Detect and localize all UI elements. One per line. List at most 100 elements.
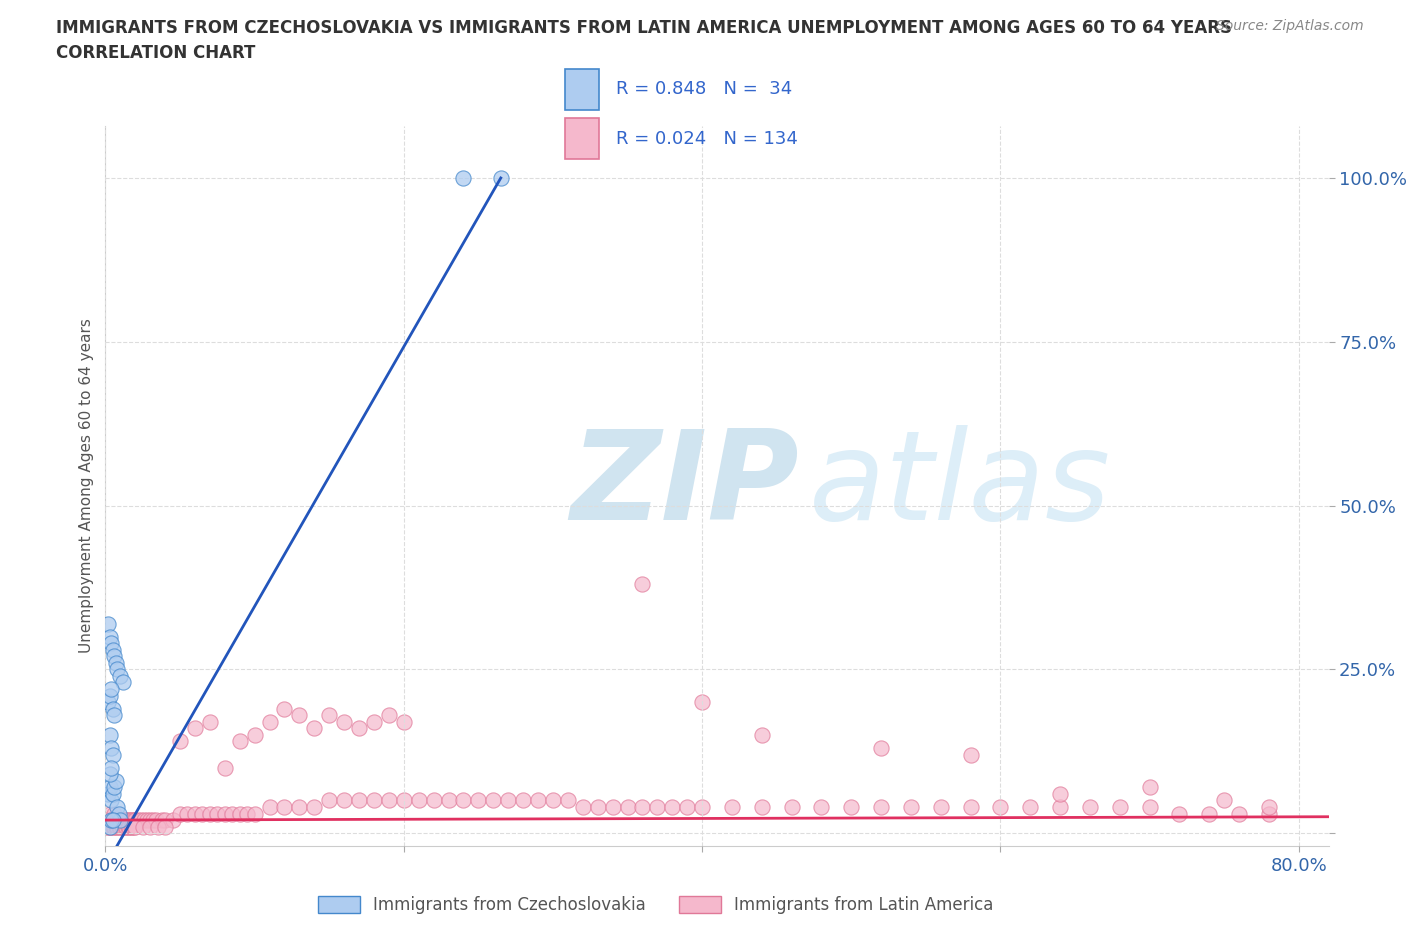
Text: atlas: atlas — [808, 425, 1111, 547]
Text: R = 0.024   N = 134: R = 0.024 N = 134 — [616, 129, 797, 148]
Point — [243, 806, 266, 821]
Point — [108, 813, 131, 828]
Point — [127, 813, 149, 828]
Point — [112, 813, 135, 828]
Point — [100, 813, 122, 828]
Point — [363, 793, 385, 808]
Point — [104, 819, 127, 834]
Point — [101, 813, 124, 828]
Point — [169, 734, 191, 749]
Point — [1049, 787, 1071, 802]
Point — [1108, 800, 1130, 815]
Text: CORRELATION CHART: CORRELATION CHART — [56, 44, 256, 61]
Point — [572, 800, 595, 815]
Point — [112, 819, 135, 834]
Point — [120, 819, 142, 834]
Point — [288, 708, 311, 723]
Point — [145, 813, 167, 828]
Point — [100, 740, 122, 755]
Point — [527, 793, 550, 808]
Point — [100, 793, 122, 808]
Point — [122, 819, 145, 834]
Point — [959, 800, 981, 815]
Point — [104, 774, 127, 789]
Point — [105, 819, 128, 834]
Point — [273, 701, 295, 716]
Point — [100, 819, 122, 834]
Point — [96, 819, 118, 834]
Point — [1258, 806, 1281, 821]
Point — [333, 793, 356, 808]
Point — [120, 813, 142, 828]
Text: ZIP: ZIP — [571, 425, 799, 547]
Point — [676, 800, 699, 815]
Point — [98, 806, 121, 821]
Point — [1213, 793, 1236, 808]
Point — [98, 819, 121, 834]
Point — [661, 800, 683, 815]
Point — [198, 806, 221, 821]
Point — [98, 727, 121, 742]
Point — [228, 734, 250, 749]
Point — [103, 649, 125, 664]
Point — [132, 819, 155, 834]
Point — [117, 819, 139, 834]
Point — [105, 662, 128, 677]
Point — [101, 819, 124, 834]
Point — [1227, 806, 1250, 821]
Point — [150, 813, 173, 828]
Point — [97, 787, 120, 802]
Point — [101, 813, 124, 828]
Point — [453, 170, 475, 185]
Point — [1139, 780, 1161, 795]
Point — [990, 800, 1012, 815]
Bar — [565, 69, 599, 110]
Point — [870, 740, 893, 755]
Point — [101, 701, 124, 716]
Point — [110, 819, 132, 834]
Point — [1258, 800, 1281, 815]
Point — [115, 813, 138, 828]
Point — [616, 800, 638, 815]
Point — [378, 708, 401, 723]
Point — [105, 813, 128, 828]
Point — [97, 813, 120, 828]
Point — [243, 727, 266, 742]
Point — [228, 806, 250, 821]
Point — [111, 819, 134, 834]
Point — [810, 800, 832, 815]
Point — [103, 780, 125, 795]
Point — [1019, 800, 1042, 815]
Point — [541, 793, 564, 808]
Point — [690, 800, 713, 815]
Point — [124, 819, 146, 834]
Point — [121, 813, 143, 828]
Point — [191, 806, 214, 821]
Point — [115, 819, 138, 834]
Point — [118, 813, 141, 828]
Point — [110, 813, 132, 828]
Point — [347, 721, 370, 736]
Point — [110, 813, 132, 828]
Point — [146, 819, 169, 834]
Point — [929, 800, 952, 815]
Point — [184, 806, 207, 821]
Y-axis label: Unemployment Among Ages 60 to 64 years: Unemployment Among Ages 60 to 64 years — [79, 318, 94, 654]
Point — [134, 813, 156, 828]
Point — [751, 727, 773, 742]
Point — [259, 800, 281, 815]
Point — [690, 695, 713, 710]
Point — [288, 800, 311, 815]
Point — [142, 813, 165, 828]
Point — [129, 813, 152, 828]
Point — [870, 800, 893, 815]
Bar — [565, 118, 599, 159]
Point — [114, 813, 136, 828]
Point — [101, 643, 124, 658]
Text: IMMIGRANTS FROM CZECHOSLOVAKIA VS IMMIGRANTS FROM LATIN AMERICA UNEMPLOYMENT AMO: IMMIGRANTS FROM CZECHOSLOVAKIA VS IMMIGR… — [56, 19, 1232, 36]
Point — [100, 636, 122, 651]
Point — [111, 813, 134, 828]
Point — [103, 708, 125, 723]
Legend: Immigrants from Czechoslovakia, Immigrants from Latin America: Immigrants from Czechoslovakia, Immigran… — [312, 889, 1000, 921]
Point — [467, 793, 489, 808]
